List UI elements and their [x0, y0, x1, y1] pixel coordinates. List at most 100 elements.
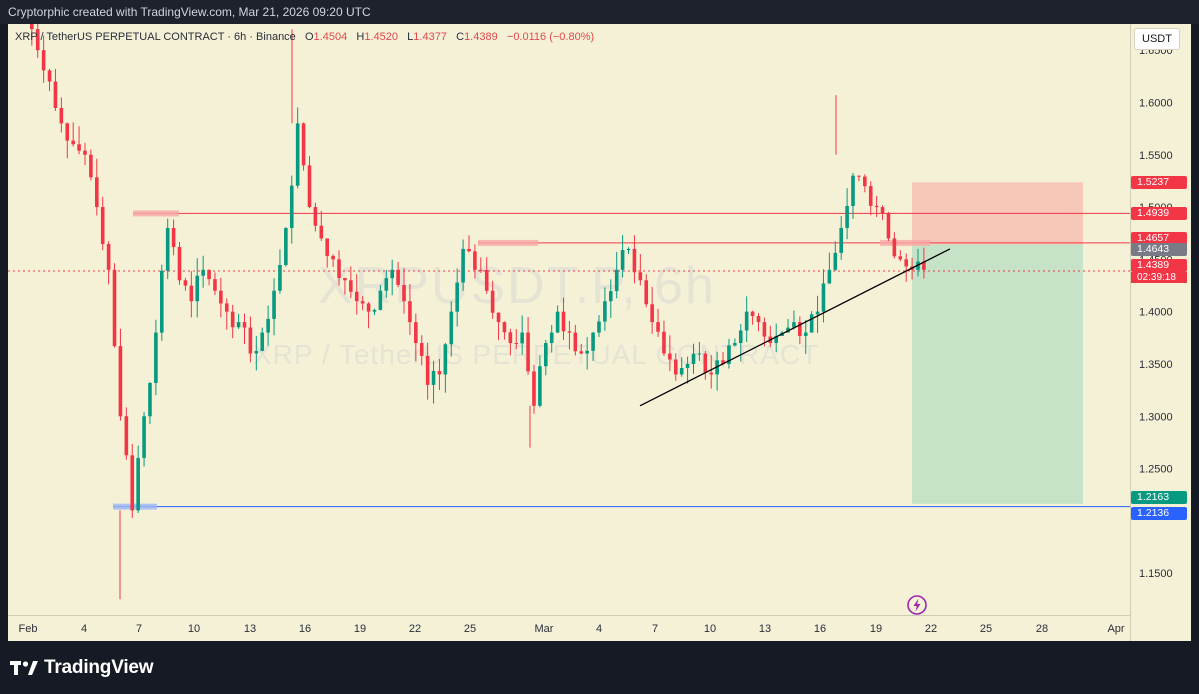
candle-body	[774, 335, 779, 344]
candle-body	[520, 332, 524, 344]
time-tick-label: Mar	[535, 623, 554, 635]
candle-body	[750, 311, 755, 317]
candle-body	[343, 277, 347, 281]
candle-body	[762, 322, 767, 337]
candle-body	[165, 227, 170, 271]
candle-body	[821, 283, 826, 312]
candle-body	[614, 269, 619, 292]
candle-body	[425, 355, 430, 385]
candle-body	[650, 304, 654, 323]
candle-body	[35, 29, 40, 51]
candle-body	[538, 366, 542, 406]
candle-body	[319, 225, 324, 239]
candle-body	[183, 280, 188, 286]
candle-body	[591, 332, 595, 351]
candle-body	[656, 322, 660, 332]
candle-body	[461, 248, 465, 283]
candle-body	[414, 322, 418, 344]
candle-body	[71, 140, 75, 145]
candle-body	[608, 291, 613, 302]
candle-body	[898, 256, 903, 260]
time-tick-label: Feb	[19, 623, 38, 635]
candle-body	[331, 255, 335, 260]
chart-pane[interactable]: XRPUSDT.P, 6h XRP / TetherUS PERPETUAL C…	[8, 24, 1191, 641]
time-tick-label: 25	[464, 623, 476, 635]
candle-body	[89, 154, 93, 178]
candle-body	[177, 247, 182, 281]
candle-body	[673, 359, 678, 375]
ascending-trendline[interactable]	[639, 248, 951, 407]
candle-body	[851, 175, 855, 207]
tradingview-logo: TradingView	[10, 656, 154, 680]
price-tick-label: 1.5500	[1139, 150, 1173, 162]
candle-body	[626, 248, 631, 251]
candle-body	[254, 350, 259, 354]
candle-body	[892, 238, 897, 257]
time-tick-label: 4	[596, 623, 602, 635]
time-tick-label: 13	[759, 623, 771, 635]
time-tick-label: 16	[814, 623, 826, 635]
candle-body	[360, 301, 365, 304]
candle-body	[733, 343, 737, 346]
candle-body	[260, 332, 265, 351]
candle-body	[83, 150, 87, 155]
candle-body	[544, 343, 548, 367]
candle-body	[880, 207, 885, 214]
candle-body	[189, 285, 194, 302]
candle-body	[744, 311, 749, 331]
candle-body	[295, 123, 300, 186]
candle-body	[727, 345, 731, 364]
candle-body	[272, 290, 276, 319]
time-tick-label: 28	[1036, 623, 1048, 635]
candle-body	[307, 165, 312, 208]
low-value: 1.4377	[413, 31, 447, 43]
price-tag: 1.2163	[1131, 491, 1187, 505]
price-axis[interactable]: 1.65001.60001.55001.50001.45001.40001.35…	[1130, 24, 1191, 641]
candle-body	[325, 238, 330, 256]
candle-body	[224, 303, 229, 312]
candle-body	[106, 244, 111, 270]
price-chart[interactable]	[8, 24, 1130, 615]
time-tick-label: 10	[188, 623, 200, 635]
candle-body	[242, 322, 247, 328]
candle-body	[721, 360, 725, 364]
time-tick-label: 7	[652, 623, 658, 635]
candle-body	[230, 311, 235, 328]
candle-body	[697, 353, 702, 355]
candle-body	[555, 311, 560, 333]
candle-body	[662, 331, 666, 354]
time-tick-label: 16	[299, 623, 311, 635]
candle-body	[798, 322, 802, 336]
candle-body	[549, 332, 554, 344]
candle-body	[473, 251, 477, 270]
high-label: H	[356, 31, 365, 43]
candle-body	[603, 301, 607, 322]
open-label: O	[304, 31, 314, 43]
currency-unit-button[interactable]: USDT	[1134, 28, 1180, 50]
candle-body	[431, 370, 436, 385]
candle-body	[857, 175, 861, 177]
brand-footer: TradingView	[0, 641, 1199, 694]
candle-body	[384, 278, 389, 291]
candle-body	[30, 24, 34, 30]
candle-body	[118, 346, 123, 417]
candle-body	[402, 284, 406, 302]
candle-body	[219, 290, 223, 304]
candle-body	[437, 370, 442, 375]
candle-body	[159, 270, 164, 333]
candle-body	[514, 343, 519, 345]
candle-body	[112, 269, 117, 347]
time-tick-label: 19	[870, 623, 882, 635]
resistance-marker	[478, 239, 538, 246]
candle-body	[130, 455, 135, 511]
candle-body	[496, 312, 501, 323]
candle-body	[207, 269, 211, 280]
take-profit-zone[interactable]	[912, 244, 1083, 504]
candle-body	[638, 272, 643, 281]
candle-body	[786, 327, 790, 333]
candle-body	[532, 371, 536, 406]
time-axis[interactable]: Feb 4 7 10 13 16 19 22 25 Mar 4 7 10 13 16 19 22 25 28 Apr	[8, 615, 1130, 641]
candle-body	[248, 327, 253, 354]
flash-icon[interactable]	[906, 594, 928, 616]
time-tick-label: Apr	[1107, 623, 1124, 635]
